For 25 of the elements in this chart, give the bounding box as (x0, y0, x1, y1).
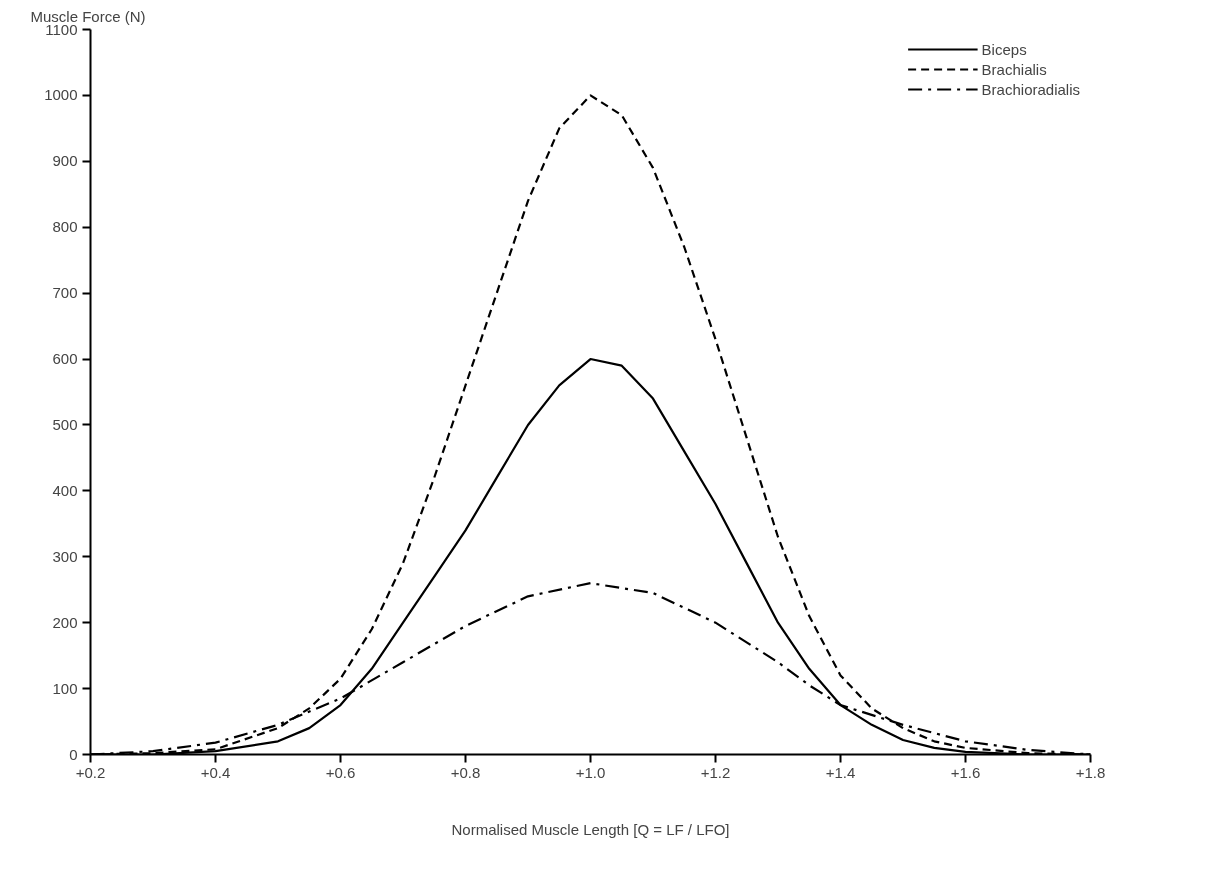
y-tick-label: 800 (52, 218, 78, 236)
x-tick-label: +0.8 (450, 763, 481, 781)
y-tick-label: 500 (52, 415, 78, 433)
legend-label: Brachialis (981, 60, 1047, 78)
y-tick-label: 300 (52, 547, 78, 565)
y-tick-label: 900 (52, 152, 78, 170)
y-tick-label: 200 (52, 613, 78, 631)
x-tick-label: +1.6 (950, 763, 981, 781)
x-tick-label: +0.2 (75, 763, 106, 781)
legend-label: Brachioradialis (981, 80, 1080, 98)
x-tick-label: +1.2 (700, 763, 731, 781)
y-tick-label: 100 (52, 679, 78, 697)
y-tick-label: 0 (69, 745, 78, 763)
y-tick-label: 600 (52, 350, 78, 368)
x-tick-label: +0.4 (200, 763, 231, 781)
x-tick-label: +0.6 (325, 763, 356, 781)
x-tick-label: +1.8 (1075, 763, 1106, 781)
x-axis-title: Normalised Muscle Length [Q = LF / LFO] (451, 820, 730, 838)
y-tick-label: 400 (52, 481, 78, 499)
y-tick-label: 700 (52, 284, 78, 302)
x-tick-label: +1.0 (575, 763, 606, 781)
x-tick-label: +1.4 (825, 763, 856, 781)
y-tick-label: 1000 (44, 86, 78, 104)
legend-label: Biceps (981, 40, 1027, 58)
y-axis-title: Muscle Force (N) (30, 7, 146, 25)
